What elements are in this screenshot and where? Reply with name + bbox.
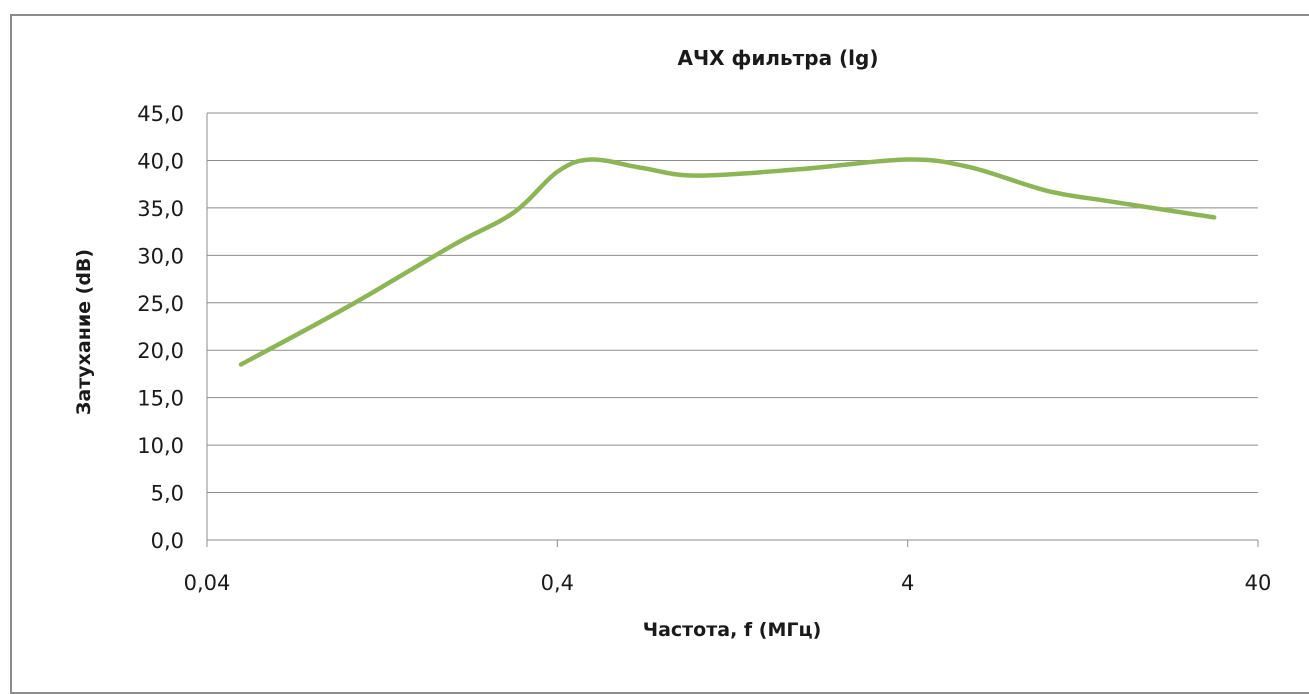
chart-frame [10, 14, 1309, 694]
x-tick-label: 0,4 [541, 571, 574, 595]
y-tick-label: 30,0 [137, 244, 184, 268]
x-axis-title: Частота, f (МГц) [643, 619, 822, 641]
y-tick-label: 35,0 [137, 197, 184, 221]
x-tick-label: 0,04 [184, 571, 231, 595]
y-tick-label: 0,0 [151, 529, 184, 553]
y-tick-label: 10,0 [137, 434, 184, 458]
x-tick-label: 4 [901, 571, 914, 595]
y-axis-title: Затухание (dB) [73, 249, 95, 415]
y-axis-ticks: 0,0 5,0 10,0 15,0 20,0 25,0 30,0 35,0 40,0 45,0 [137, 102, 184, 553]
series-line [238, 157, 1217, 367]
x-tick-label: 40 [1245, 571, 1272, 595]
y-tick-label: 15,0 [137, 387, 184, 411]
chart-title: АЧХ фильтра (lg) [678, 46, 879, 70]
gridlines [206, 112, 1258, 541]
y-tick-label: 45,0 [137, 102, 184, 126]
x-axis-ticks: 0,04 0,4 4 40 [184, 540, 1272, 595]
y-tick-label: 20,0 [137, 339, 184, 363]
y-tick-label: 5,0 [151, 482, 184, 506]
series-layer [238, 157, 1217, 367]
line-chart: АЧХ фильтра (lg) Частота, f (МГц) Затуха… [73, 46, 1272, 641]
y-tick-label: 25,0 [137, 292, 184, 316]
y-tick-label: 40,0 [137, 149, 184, 173]
